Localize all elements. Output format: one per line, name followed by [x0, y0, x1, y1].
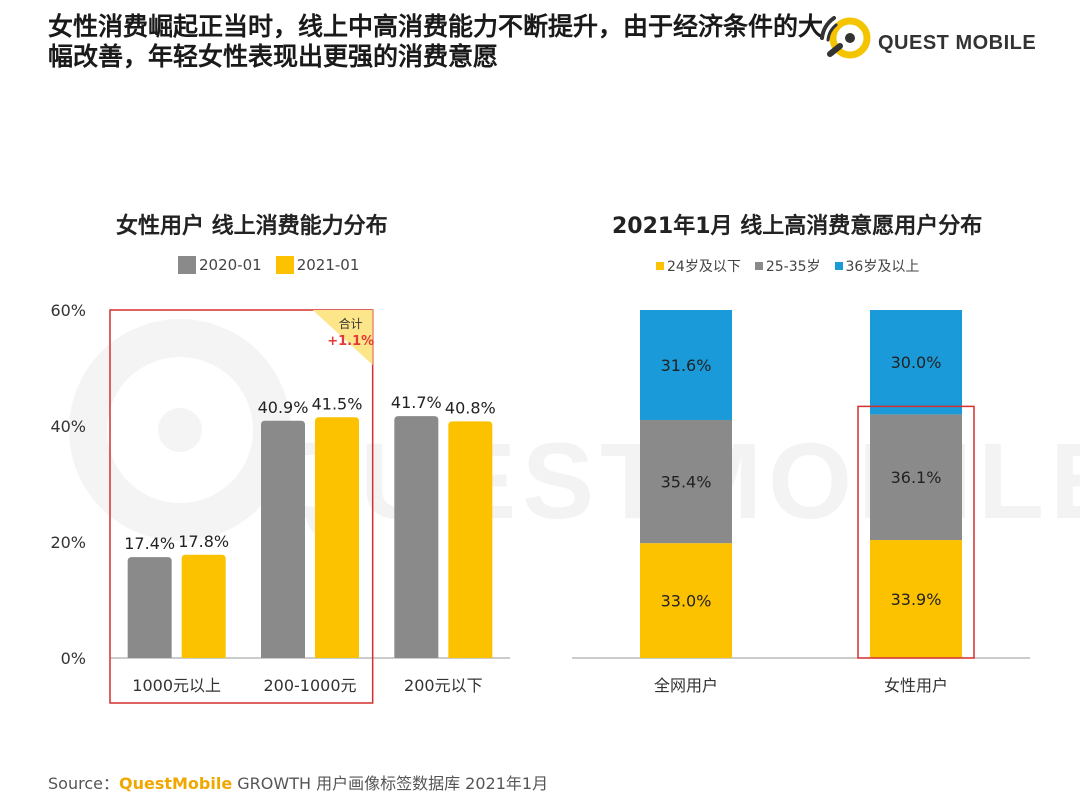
right-chart-legend: 24岁及以下 25-35岁 36岁及以上: [656, 256, 933, 276]
y-tick-label: 40%: [50, 417, 86, 436]
legend-label-2021: 2021-01: [296, 256, 360, 274]
source-rest: GROWTH 用户画像标签数据库 2021年1月: [232, 774, 549, 793]
annotation-label: 合计: [339, 316, 363, 331]
legend-label-age-36: 36岁及以上: [845, 259, 920, 275]
x-category-label: 200元以下: [404, 676, 483, 695]
legend-item-2020: 2020-01: [178, 256, 262, 274]
legend-swatch-blue: [834, 262, 843, 270]
y-tick-label: 0%: [61, 649, 86, 668]
left-chart-title: 女性用户 线上消费能力分布: [116, 214, 388, 239]
source-label: Source：: [48, 774, 119, 793]
segment-age-24: [870, 540, 962, 658]
quest-mobile-logo: QUEST MOBILE: [816, 10, 1046, 74]
segment-value-label: 35.4%: [661, 473, 712, 492]
segment-value-label: 30.0%: [891, 353, 942, 372]
y-tick-label: 60%: [50, 301, 86, 320]
logo-text: QUEST MOBILE: [878, 32, 1037, 54]
bar-value-label: 40.8%: [445, 398, 496, 417]
segment-value-label: 33.0%: [661, 592, 712, 611]
source-brand: QuestMobile: [118, 774, 233, 793]
x-category-label: 1000元以上: [132, 676, 221, 695]
bar-value-label: 41.5%: [312, 394, 363, 413]
legend-item-age-36: 36岁及以上: [834, 256, 920, 276]
source-note: Source：QuestMobile GROWTH 用户画像标签数据库 2021…: [48, 770, 548, 794]
page-headline: 女性消费崛起正当时，线上中高消费能力不断提升，由于经济条件的大幅改善，年轻女性表…: [48, 12, 824, 71]
bar-value-label: 17.8%: [178, 532, 229, 551]
segment-value-label: 31.6%: [661, 356, 712, 375]
bar-2020: [127, 557, 172, 658]
segment-age-36: [640, 310, 732, 420]
bar-value-label: 17.4%: [124, 534, 175, 553]
legend-swatch-gray: [178, 256, 196, 274]
legend-item-age-24: 24岁及以下: [656, 256, 741, 276]
legend-swatch-gray: [754, 262, 763, 270]
segment-age-25-35: [640, 419, 732, 544]
x-category-label: 全网用户: [654, 676, 718, 695]
annotation-value: +1.1%: [327, 334, 374, 349]
segment-age-36: [870, 310, 962, 415]
bar-2021: [448, 421, 493, 658]
segment-age-25-35: [870, 414, 962, 541]
left-chart-legend: 2020-01 2021-01: [178, 256, 373, 274]
bar-2021: [315, 417, 359, 658]
segment-value-label: 36.1%: [891, 468, 942, 487]
right-chart-title: 2021年1月 线上高消费意愿用户分布: [612, 214, 983, 239]
x-category-label: 女性用户: [884, 676, 948, 695]
segment-value-label: 33.9%: [891, 590, 942, 609]
legend-swatch-yellow: [275, 256, 294, 274]
y-tick-label: 20%: [50, 533, 86, 552]
bar-2020: [261, 420, 305, 658]
legend-label-2020: 2020-01: [199, 256, 262, 274]
legend-label-age-24: 24岁及以下: [667, 259, 741, 275]
annotation-corner: [312, 310, 373, 365]
legend-item-2021: 2021-01: [275, 256, 360, 274]
legend-swatch-yellow: [656, 262, 664, 270]
bar-value-label: 40.9%: [258, 398, 309, 417]
bar-value-label: 41.7%: [391, 393, 442, 412]
legend-label-age-25-35: 25-35岁: [765, 259, 821, 275]
highlight-box: [857, 405, 975, 659]
segment-age-24: [640, 543, 732, 658]
highlight-box: [109, 309, 374, 704]
bar-2021: [181, 554, 226, 658]
bar-2020: [394, 416, 439, 658]
x-category-label: 200-1000元: [263, 676, 356, 695]
legend-item-age-25-35: 25-35岁: [754, 256, 821, 276]
logo-mark-icon: [820, 16, 871, 59]
